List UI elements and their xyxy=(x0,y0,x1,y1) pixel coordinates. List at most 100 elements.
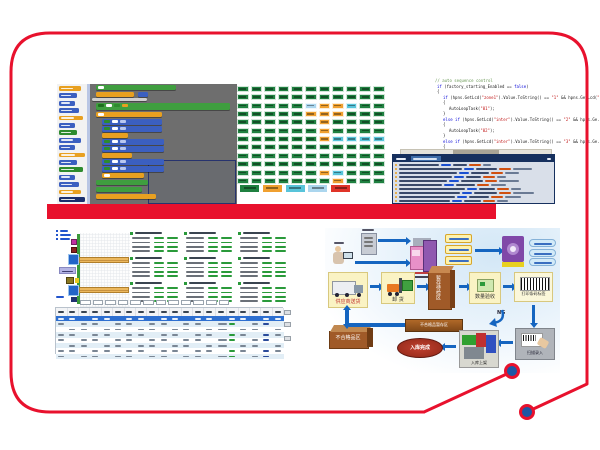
status-cell xyxy=(250,86,263,92)
header-cell-text xyxy=(92,310,99,313)
flow-arrow xyxy=(355,258,411,267)
param-label xyxy=(186,250,204,252)
code-editor-screenshot: // auto sequence control if (factory_star… xyxy=(392,76,600,204)
cell-text xyxy=(160,339,167,342)
console-log xyxy=(393,162,554,203)
toolbox-block xyxy=(59,145,75,150)
param-label xyxy=(132,250,150,252)
cell-text xyxy=(206,328,213,331)
status-cell xyxy=(305,169,317,176)
cell-text xyxy=(206,344,213,347)
code-line: // auto sequence control xyxy=(435,78,493,83)
cell-text xyxy=(160,323,167,325)
scada-data-panel xyxy=(184,257,234,279)
cell-text xyxy=(58,339,64,342)
code-line: { xyxy=(437,89,440,94)
status-cell xyxy=(359,136,371,143)
code-line: { xyxy=(443,122,446,127)
reject-staging-label: 不合格品暂存区 xyxy=(420,322,448,327)
reject-horizontal-connector xyxy=(349,323,405,327)
param-value xyxy=(167,275,178,277)
cell-text xyxy=(58,323,64,325)
cell-text xyxy=(92,350,99,352)
page-box xyxy=(105,300,116,305)
param-value xyxy=(167,237,178,239)
param-value xyxy=(262,275,272,277)
cell-text xyxy=(194,323,201,325)
page-box xyxy=(130,300,141,305)
param-label xyxy=(186,287,204,289)
param-value xyxy=(275,237,286,239)
code-line: } xyxy=(443,111,446,116)
status-cell xyxy=(277,94,290,101)
station-icon-blue xyxy=(68,254,79,265)
page-box xyxy=(80,300,91,305)
flow-arrow-left xyxy=(496,338,513,347)
legend-swatch xyxy=(285,185,305,192)
cell-text xyxy=(160,355,167,358)
status-cell xyxy=(373,127,385,134)
conveyor-bar xyxy=(79,257,129,263)
status-cell xyxy=(305,144,317,151)
status-cell xyxy=(291,177,303,184)
toolbox-block xyxy=(59,130,77,136)
status-cell xyxy=(305,161,317,168)
param-value xyxy=(262,270,272,273)
cell-text xyxy=(263,339,270,342)
param-value xyxy=(221,295,232,298)
cell-text xyxy=(206,333,213,336)
flow-arrow xyxy=(370,282,384,291)
complete-ellipse: 入库完成 xyxy=(397,338,443,358)
param-value xyxy=(275,245,286,248)
flow-arrow xyxy=(503,282,517,291)
status-cell xyxy=(237,119,249,126)
param-value xyxy=(167,241,178,244)
cell-text xyxy=(137,333,144,336)
scada-data-panel xyxy=(130,232,180,254)
param-value xyxy=(167,262,178,264)
supplier-truck-box: 供应商送货 xyxy=(328,272,368,308)
task-label-1 xyxy=(445,234,472,243)
status-cell xyxy=(359,86,371,92)
code-block xyxy=(96,103,230,110)
code-block xyxy=(102,139,164,145)
cell-text xyxy=(115,339,121,342)
param-value xyxy=(262,287,272,289)
code-line: AutoLoopTask("02"); xyxy=(449,127,495,133)
status-cell xyxy=(305,86,317,92)
reject-area-label: 不合格品区 xyxy=(335,335,361,341)
status-cell xyxy=(237,136,249,143)
status-cell xyxy=(277,169,290,176)
status-cell xyxy=(305,152,317,159)
toolbox-block xyxy=(59,123,75,128)
status-cell xyxy=(291,161,303,168)
status-cell xyxy=(373,169,385,176)
param-label xyxy=(186,295,204,298)
status-cell xyxy=(264,161,276,168)
status-cell xyxy=(277,144,290,151)
status-cell xyxy=(318,161,331,168)
cell-text xyxy=(149,339,156,342)
code-block xyxy=(96,92,134,97)
flow-arrow xyxy=(417,282,431,291)
legend-bullet xyxy=(56,238,58,240)
param-value xyxy=(275,250,286,252)
station-icon-blue xyxy=(68,285,79,296)
cell-text xyxy=(137,317,144,320)
status-cell xyxy=(332,86,344,92)
cell-text xyxy=(194,333,201,336)
status-cell xyxy=(332,177,344,184)
status-cell xyxy=(305,177,317,184)
cell-text xyxy=(69,317,76,320)
cell-text xyxy=(240,350,247,352)
header-cell-text xyxy=(69,310,76,313)
status-cell xyxy=(277,127,290,134)
status-grid-screenshot xyxy=(237,86,387,196)
cell-text xyxy=(80,355,87,358)
status-cell xyxy=(277,152,290,159)
param-value xyxy=(154,275,164,277)
status-cell xyxy=(373,119,385,126)
quantity-check-box: 数量验收 xyxy=(469,272,501,304)
status-cell xyxy=(373,136,385,143)
status-cell xyxy=(359,169,371,176)
